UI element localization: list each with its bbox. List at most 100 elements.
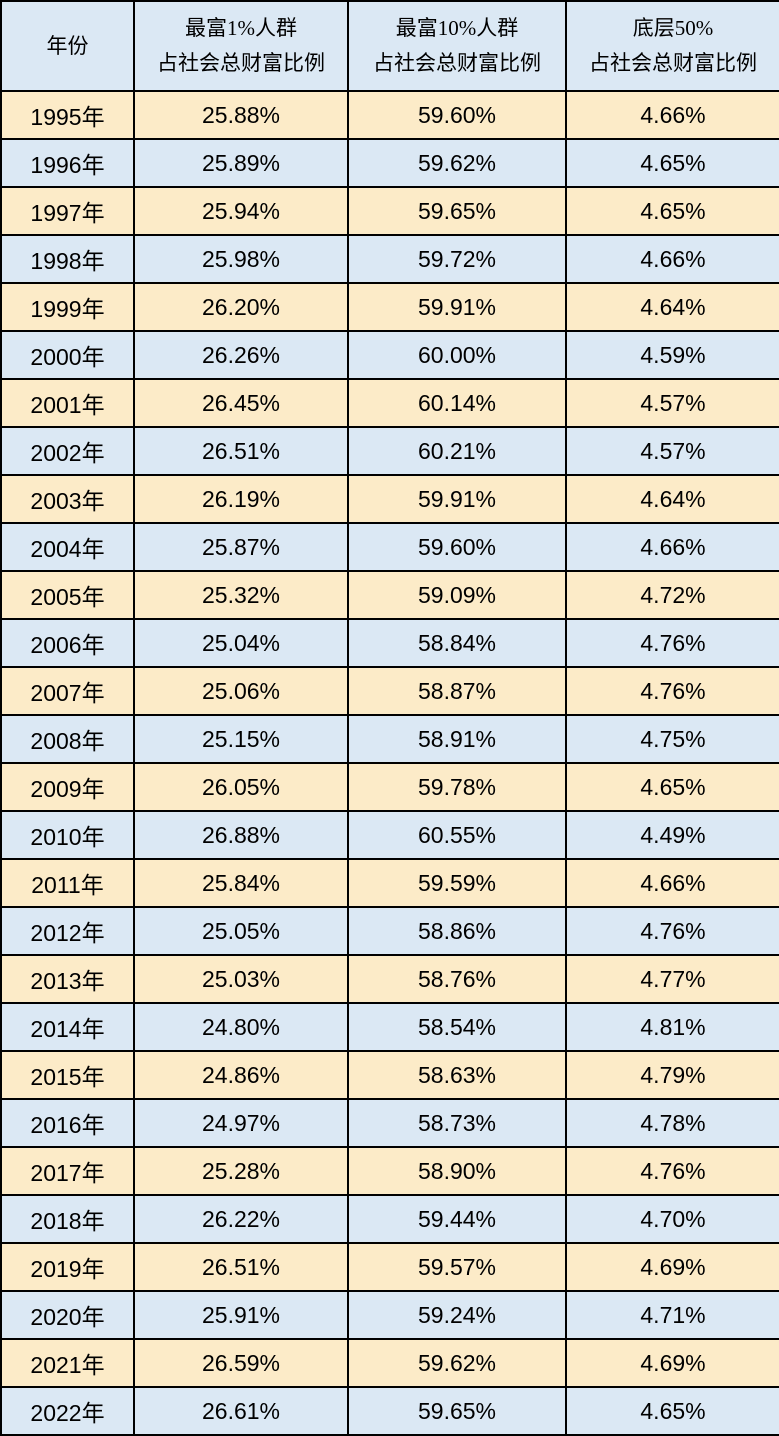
table-row: 2010年 26.88% 60.55% 4.49% bbox=[0, 810, 779, 860]
year-cell: 2009年 bbox=[0, 762, 135, 812]
year-cell: 2006年 bbox=[0, 618, 135, 668]
table-row: 2020年 25.91% 59.24% 4.71% bbox=[0, 1290, 779, 1340]
value-cell: 58.86% bbox=[347, 906, 567, 956]
value-cell: 58.73% bbox=[347, 1098, 567, 1148]
value-cell: 26.51% bbox=[133, 1242, 349, 1292]
value-cell: 26.45% bbox=[133, 378, 349, 428]
table-row: 2021年 26.59% 59.62% 4.69% bbox=[0, 1338, 779, 1388]
year-cell: 2007年 bbox=[0, 666, 135, 716]
value-cell: 26.22% bbox=[133, 1194, 349, 1244]
year-cell: 1996年 bbox=[0, 138, 135, 188]
value-cell: 60.21% bbox=[347, 426, 567, 476]
value-cell: 25.06% bbox=[133, 666, 349, 716]
value-cell: 4.65% bbox=[565, 186, 779, 236]
table-row: 2007年 25.06% 58.87% 4.76% bbox=[0, 666, 779, 716]
value-cell: 59.60% bbox=[347, 522, 567, 572]
value-cell: 26.59% bbox=[133, 1338, 349, 1388]
value-cell: 25.03% bbox=[133, 954, 349, 1004]
value-cell: 59.91% bbox=[347, 474, 567, 524]
value-cell: 4.57% bbox=[565, 426, 779, 476]
value-cell: 59.24% bbox=[347, 1290, 567, 1340]
year-cell: 2013年 bbox=[0, 954, 135, 1004]
value-cell: 59.65% bbox=[347, 186, 567, 236]
table-row: 2008年 25.15% 58.91% 4.75% bbox=[0, 714, 779, 764]
value-cell: 4.66% bbox=[565, 858, 779, 908]
value-cell: 4.64% bbox=[565, 474, 779, 524]
year-cell: 2011年 bbox=[0, 858, 135, 908]
value-cell: 60.14% bbox=[347, 378, 567, 428]
value-cell: 25.28% bbox=[133, 1146, 349, 1196]
value-cell: 24.97% bbox=[133, 1098, 349, 1148]
table-row: 2013年 25.03% 58.76% 4.77% bbox=[0, 954, 779, 1004]
year-cell: 1997年 bbox=[0, 186, 135, 236]
value-cell: 59.59% bbox=[347, 858, 567, 908]
value-cell: 59.78% bbox=[347, 762, 567, 812]
year-cell: 2018年 bbox=[0, 1194, 135, 1244]
table-row: 2009年 26.05% 59.78% 4.65% bbox=[0, 762, 779, 812]
value-cell: 25.89% bbox=[133, 138, 349, 188]
value-cell: 4.69% bbox=[565, 1338, 779, 1388]
value-cell: 26.05% bbox=[133, 762, 349, 812]
table-row: 1996年 25.89% 59.62% 4.65% bbox=[0, 138, 779, 188]
year-cell: 2012年 bbox=[0, 906, 135, 956]
table-row: 2002年 26.51% 60.21% 4.57% bbox=[0, 426, 779, 476]
value-cell: 25.05% bbox=[133, 906, 349, 956]
table-row: 2014年 24.80% 58.54% 4.81% bbox=[0, 1002, 779, 1052]
table-row: 2019年 26.51% 59.57% 4.69% bbox=[0, 1242, 779, 1292]
value-cell: 4.76% bbox=[565, 666, 779, 716]
table-row: 2006年 25.04% 58.84% 4.76% bbox=[0, 618, 779, 668]
year-cell: 2020年 bbox=[0, 1290, 135, 1340]
value-cell: 26.26% bbox=[133, 330, 349, 380]
header-top1-share: 最富1%人群 占社会总财富比例 bbox=[133, 0, 349, 92]
year-cell: 2010年 bbox=[0, 810, 135, 860]
value-cell: 59.72% bbox=[347, 234, 567, 284]
value-cell: 25.32% bbox=[133, 570, 349, 620]
table-row: 1997年 25.94% 59.65% 4.65% bbox=[0, 186, 779, 236]
year-cell: 2005年 bbox=[0, 570, 135, 620]
year-cell: 2019年 bbox=[0, 1242, 135, 1292]
year-cell: 2001年 bbox=[0, 378, 135, 428]
value-cell: 4.59% bbox=[565, 330, 779, 380]
value-cell: 4.78% bbox=[565, 1098, 779, 1148]
table-row: 2005年 25.32% 59.09% 4.72% bbox=[0, 570, 779, 620]
value-cell: 58.54% bbox=[347, 1002, 567, 1052]
value-cell: 4.76% bbox=[565, 618, 779, 668]
year-cell: 2021年 bbox=[0, 1338, 135, 1388]
value-cell: 59.44% bbox=[347, 1194, 567, 1244]
value-cell: 59.57% bbox=[347, 1242, 567, 1292]
value-cell: 26.88% bbox=[133, 810, 349, 860]
table-row: 2016年 24.97% 58.73% 4.78% bbox=[0, 1098, 779, 1148]
value-cell: 4.71% bbox=[565, 1290, 779, 1340]
value-cell: 26.19% bbox=[133, 474, 349, 524]
value-cell: 24.86% bbox=[133, 1050, 349, 1100]
value-cell: 4.76% bbox=[565, 1146, 779, 1196]
header-top10-share: 最富10%人群 占社会总财富比例 bbox=[347, 0, 567, 92]
table-row: 2022年 26.61% 59.65% 4.65% bbox=[0, 1386, 779, 1436]
year-cell: 2014年 bbox=[0, 1002, 135, 1052]
table-row: 1999年 26.20% 59.91% 4.64% bbox=[0, 282, 779, 332]
value-cell: 4.72% bbox=[565, 570, 779, 620]
value-cell: 59.65% bbox=[347, 1386, 567, 1436]
table-row: 1995年 25.88% 59.60% 4.66% bbox=[0, 90, 779, 140]
value-cell: 4.66% bbox=[565, 90, 779, 140]
value-cell: 59.62% bbox=[347, 138, 567, 188]
value-cell: 4.64% bbox=[565, 282, 779, 332]
table-row: 2017年 25.28% 58.90% 4.76% bbox=[0, 1146, 779, 1196]
table-row: 2003年 26.19% 59.91% 4.64% bbox=[0, 474, 779, 524]
value-cell: 58.91% bbox=[347, 714, 567, 764]
year-cell: 2016年 bbox=[0, 1098, 135, 1148]
value-cell: 4.77% bbox=[565, 954, 779, 1004]
value-cell: 25.15% bbox=[133, 714, 349, 764]
table-row: 2015年 24.86% 58.63% 4.79% bbox=[0, 1050, 779, 1100]
year-cell: 1998年 bbox=[0, 234, 135, 284]
value-cell: 4.57% bbox=[565, 378, 779, 428]
value-cell: 26.20% bbox=[133, 282, 349, 332]
value-cell: 26.61% bbox=[133, 1386, 349, 1436]
value-cell: 59.62% bbox=[347, 1338, 567, 1388]
value-cell: 4.75% bbox=[565, 714, 779, 764]
value-cell: 4.65% bbox=[565, 138, 779, 188]
value-cell: 4.66% bbox=[565, 234, 779, 284]
year-cell: 2002年 bbox=[0, 426, 135, 476]
value-cell: 60.00% bbox=[347, 330, 567, 380]
